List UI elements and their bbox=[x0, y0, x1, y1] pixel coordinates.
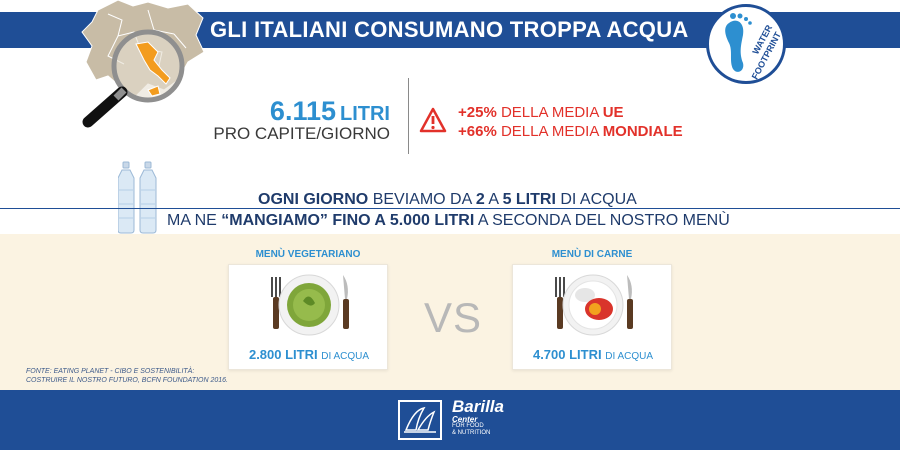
vegetarian-menu-title: MENÙ VEGETARIANO bbox=[255, 249, 361, 260]
section-rule bbox=[0, 208, 900, 209]
daily-p6: DI ACQUA bbox=[560, 191, 637, 208]
eat-p2: “MANGIAMO” FINO A 5.000 LITRI bbox=[221, 212, 475, 229]
compare-eu-region: UE bbox=[602, 104, 624, 121]
magnifier-icon bbox=[82, 29, 185, 128]
meat-menu-card: 4.700 LITRI DI ACQUA bbox=[512, 264, 672, 370]
per-capita-label: PRO CAPITE/GIORNO bbox=[213, 124, 390, 143]
daily-p4: A bbox=[488, 191, 499, 208]
logo-line1: FOR FOOD bbox=[452, 423, 484, 429]
footprint-icon: WATER FOOTPRINT bbox=[725, 13, 783, 81]
vegetarian-plate-icon bbox=[271, 274, 349, 336]
source-note: FONTE: EATING PLANET - CIBO E SOSTENIBIL… bbox=[26, 367, 256, 385]
meat-menu-title: MENÙ DI CARNE bbox=[551, 249, 633, 260]
logo-center: Center bbox=[452, 415, 478, 424]
daily-p1: OGNI GIORNO bbox=[258, 191, 369, 208]
logo-subtitle: Center FOR FOOD & NUTRITION bbox=[452, 416, 490, 437]
daily-drinking-text: OGNI GIORNO BEVIAMO DA 2 A 5 LITRI DI AC… bbox=[258, 191, 637, 209]
compare-world-pct: +66% bbox=[458, 123, 497, 140]
daily-p5: 5 LITRI bbox=[502, 191, 556, 208]
water-footprint-badge: WATER FOOTPRINT bbox=[706, 4, 786, 84]
compare-world-region: MONDIALE bbox=[602, 123, 683, 140]
compare-eu-text: DELLA MEDIA bbox=[500, 104, 599, 121]
meat-amount: 4.700 LITRI bbox=[532, 347, 602, 362]
logo-name: Barilla bbox=[452, 397, 504, 416]
vegetarian-water-amount: 2.800 LITRI DI ACQUA bbox=[229, 347, 389, 362]
daily-p3: 2 bbox=[475, 191, 485, 208]
vegetarian-amount: 2.800 LITRI bbox=[248, 347, 318, 362]
consumption-number: 6.115 bbox=[269, 96, 336, 126]
footer-band bbox=[0, 390, 900, 450]
logo-line2: & NUTRITION bbox=[452, 430, 491, 436]
eating-water-text: MA NE “MANGIAMO” FINO A 5.000 LITRI A SE… bbox=[167, 212, 730, 230]
compare-eu: +25% DELLA MEDIA UE bbox=[458, 104, 624, 121]
stats-divider bbox=[408, 78, 409, 154]
vegetarian-menu-card: 2.800 LITRI DI ACQUA bbox=[228, 264, 388, 370]
barilla-logo-icon bbox=[398, 400, 442, 440]
versus-label: VS bbox=[424, 294, 483, 341]
meat-plate-icon bbox=[555, 274, 633, 336]
meat-unit: DI ACQUA bbox=[605, 351, 654, 362]
source-line2: COSTRUIRE IL NOSTRO FUTURO, BCFN FOUNDAT… bbox=[26, 377, 228, 384]
eat-p1: MA NE bbox=[167, 212, 217, 229]
consumption-figure: 6.115 LITRI bbox=[220, 96, 390, 127]
eat-p3: A SECONDA DEL NOSTRO MENÙ bbox=[477, 212, 730, 229]
source-line1: FONTE: EATING PLANET - CIBO E SOSTENIBIL… bbox=[26, 368, 195, 375]
meat-water-amount: 4.700 LITRI DI ACQUA bbox=[513, 347, 673, 362]
compare-world: +66% DELLA MEDIA MONDIALE bbox=[458, 123, 683, 140]
warning-icon bbox=[419, 107, 447, 133]
page-title: GLI ITALIANI CONSUMANO TROPPA ACQUA bbox=[210, 17, 689, 42]
daily-p2: BEVIAMO DA bbox=[372, 191, 472, 208]
comparison-area bbox=[0, 234, 900, 390]
compare-world-text: DELLA MEDIA bbox=[500, 123, 599, 140]
vegetarian-unit: DI ACQUA bbox=[321, 351, 370, 362]
compare-eu-pct: +25% bbox=[458, 104, 497, 121]
water-bottles-icon bbox=[118, 161, 157, 234]
consumption-unit: LITRI bbox=[340, 103, 390, 125]
